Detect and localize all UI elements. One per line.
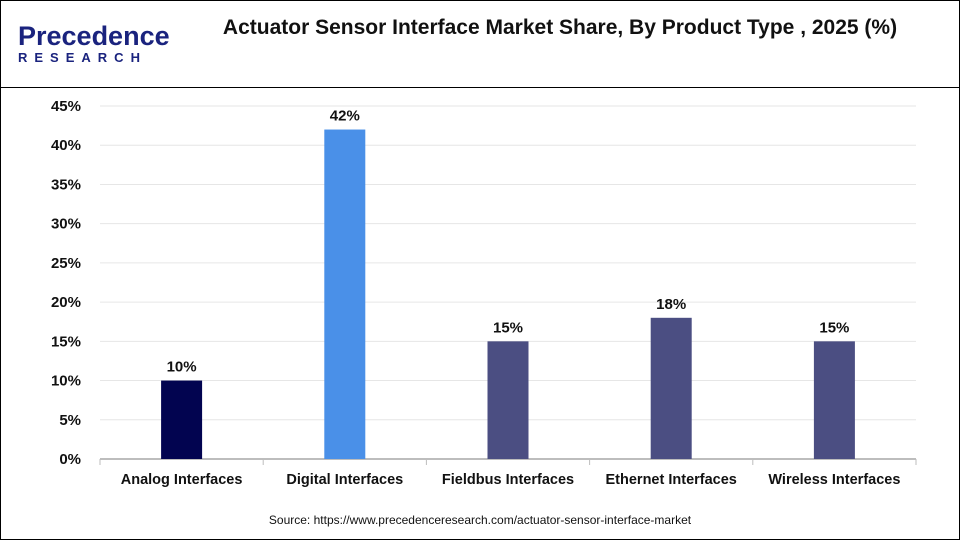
y-tick-label: 35% (51, 176, 81, 193)
data-label: 15% (819, 319, 849, 336)
source-note: Source: https://www.precedenceresearch.c… (268, 513, 692, 527)
bar (650, 317, 692, 459)
data-label: 18% (656, 296, 686, 313)
y-tick-label: 0% (59, 451, 81, 468)
x-tick-label: Analog Interfaces (121, 472, 243, 488)
bar (487, 341, 529, 459)
logo: Precedence RESEARCH (18, 22, 170, 65)
y-tick-label: 25% (51, 255, 81, 272)
chart-title: Actuator Sensor Interface Market Share, … (222, 16, 898, 39)
bar (161, 380, 203, 459)
x-tick-label: Ethernet Interfaces (606, 472, 737, 488)
x-tick-label: Fieldbus Interfaces (442, 472, 574, 488)
data-label: 10% (167, 359, 197, 376)
data-label: 15% (493, 319, 523, 336)
bar (324, 129, 366, 460)
y-tick-label: 30% (51, 216, 81, 233)
logo-wordmark: Precedence (18, 21, 170, 51)
y-tick-label: 15% (51, 333, 81, 350)
y-tick-label: 5% (59, 412, 81, 429)
y-tick-label: 10% (51, 373, 81, 390)
x-tick-label: Wireless Interfaces (768, 472, 900, 488)
header-divider (0, 87, 960, 88)
y-tick-label: 45% (51, 98, 81, 115)
data-label: 42% (330, 108, 360, 125)
x-tick-label: Digital Interfaces (286, 472, 403, 488)
logo-subtitle: RESEARCH (18, 50, 147, 65)
bar (813, 341, 855, 459)
y-tick-label: 40% (51, 137, 81, 154)
y-tick-label: 20% (51, 294, 81, 311)
